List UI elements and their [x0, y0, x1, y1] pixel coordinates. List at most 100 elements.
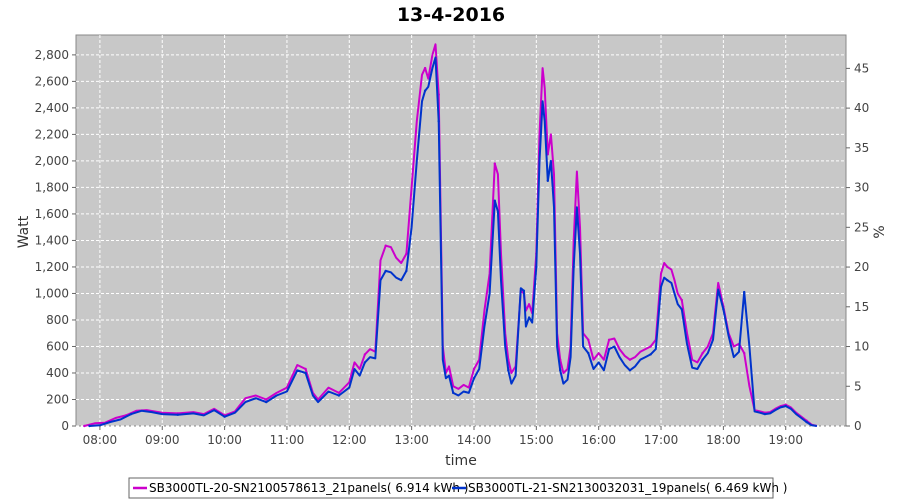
- series-1-point: [363, 353, 367, 356]
- series-2-point: [587, 351, 590, 355]
- series-2-point: [265, 400, 268, 404]
- chart-title: 13-4-2016: [397, 4, 505, 26]
- x-tick-label: 19:00: [768, 433, 803, 447]
- series-2-point: [507, 369, 510, 372]
- y2-axis-ticks: 0 5 10 15 20 25 30 35 40 45: [846, 61, 869, 433]
- series-1-point: [423, 66, 427, 70]
- y-tick-label: 1,600: [35, 207, 69, 221]
- x-tick-label: 08:00: [83, 433, 118, 447]
- series-2-point: [452, 391, 455, 395]
- x-tick-label: 13:00: [394, 433, 429, 447]
- y2-tick-label: 20: [854, 260, 869, 274]
- series-1-point: [83, 424, 86, 428]
- series-2-point: [572, 265, 575, 269]
- series-2-point: [384, 269, 387, 273]
- x-tick-label: 09:00: [145, 433, 180, 447]
- series-2-point: [722, 308, 725, 311]
- y2-tick-label: 45: [854, 61, 869, 75]
- y-tick-label: 2,200: [35, 127, 69, 141]
- series-1-point: [680, 298, 683, 302]
- y-tick-label: 2,000: [35, 154, 69, 168]
- series-1-point: [628, 358, 632, 361]
- legend-entry-series-2: SB3000TL-21-SN2130032031_19panels( 6.469…: [468, 481, 787, 495]
- series-1-point: [265, 398, 268, 401]
- series-2-point: [472, 377, 476, 380]
- x-tick-label: 11:00: [270, 433, 305, 447]
- y-tick-label: 2,400: [35, 101, 69, 115]
- plot-area: [75, 34, 847, 427]
- series-2-point: [784, 404, 787, 408]
- series-1-point: [405, 252, 408, 255]
- series-2-point: [437, 120, 440, 123]
- y-tick-label: 200: [46, 392, 69, 406]
- series-1-point: [493, 162, 496, 165]
- y2-tick-label: 40: [854, 101, 869, 115]
- legend-entry-series-1: SB3000TL-20-SN2100578613_21panels( 6.914…: [149, 481, 468, 495]
- x-tick-label: 16:00: [581, 433, 616, 447]
- y-tick-label: 1,400: [35, 233, 69, 247]
- series-2-point: [304, 371, 307, 375]
- x-tick-label: 14:00: [457, 433, 492, 447]
- series-2-point: [649, 353, 652, 356]
- series-2-point: [522, 289, 526, 292]
- y-tick-label: 1,200: [35, 260, 69, 274]
- y-tick-label: 800: [46, 313, 69, 327]
- series-2-point: [337, 394, 341, 397]
- series-2-point: [363, 361, 367, 364]
- series-2-point: [535, 265, 538, 269]
- x-axis-label: time: [445, 453, 477, 469]
- y2-tick-label: 30: [854, 181, 869, 195]
- series-2-point: [405, 269, 408, 273]
- y2-tick-label: 15: [854, 300, 869, 314]
- series-group: [83, 43, 818, 428]
- series-2-point: [743, 290, 746, 294]
- series-1-point: [666, 265, 669, 269]
- x-tick-label: 10:00: [207, 433, 242, 447]
- series-2-point: [666, 279, 669, 282]
- series-line-2: [89, 56, 818, 427]
- legend-box: [128, 477, 774, 499]
- series-2-point: [88, 424, 91, 428]
- y-tick-label: 1,800: [35, 180, 69, 194]
- series-2-point: [493, 199, 496, 202]
- y-axis-ticks: 0 200 400 600 800 1,000 1,200 1,400 1,600 1,800 2,…: [35, 48, 76, 433]
- series-2-point: [559, 369, 562, 372]
- series-1-point: [701, 351, 704, 355]
- y-axis-label: Watt: [16, 215, 32, 248]
- y-tick-label: 1,000: [35, 286, 69, 300]
- x-tick-label: 17:00: [644, 433, 679, 447]
- series-1-point: [587, 338, 590, 341]
- series-2-point: [129, 412, 133, 416]
- series-2-point: [223, 415, 226, 418]
- y2-tick-label: 35: [854, 141, 869, 155]
- series-2-point: [763, 412, 767, 416]
- series-1-point: [743, 351, 746, 355]
- series-1-point: [472, 367, 476, 371]
- y2-axis-label: %: [872, 225, 888, 238]
- series-2-point: [607, 347, 611, 351]
- series-2-point: [176, 413, 179, 416]
- x-axis-ticks: 08:00 09:00 10:00 11:00 12:00 13:00 14:00 15:00…: [83, 426, 803, 447]
- y2-tick-label: 25: [854, 220, 869, 234]
- y2-tick-label: 10: [854, 340, 869, 354]
- series-2-point: [680, 308, 683, 311]
- series-1-point: [607, 338, 611, 341]
- y-tick-label: 2,600: [35, 74, 69, 88]
- series-2-point: [805, 420, 808, 424]
- legend: SB3000TL-20-SN2100578613_21panels( 6.914…: [128, 477, 787, 499]
- y-tick-label: 600: [46, 339, 69, 353]
- x-tick-label: 18:00: [706, 433, 741, 447]
- series-2-point: [423, 89, 427, 92]
- y2-tick-label: 0: [854, 419, 862, 433]
- series-2-point: [701, 358, 704, 361]
- y-tick-label: 0: [61, 419, 69, 433]
- series-1-point: [304, 367, 307, 371]
- x-tick-label: 15:00: [519, 433, 554, 447]
- y2-tick-label: 5: [854, 379, 862, 393]
- y-tick-label: 2,800: [35, 48, 69, 62]
- x-tick-label: 12:00: [332, 433, 367, 447]
- series-2-point: [628, 369, 632, 372]
- series-1-point: [384, 244, 387, 247]
- y-tick-label: 400: [46, 366, 69, 380]
